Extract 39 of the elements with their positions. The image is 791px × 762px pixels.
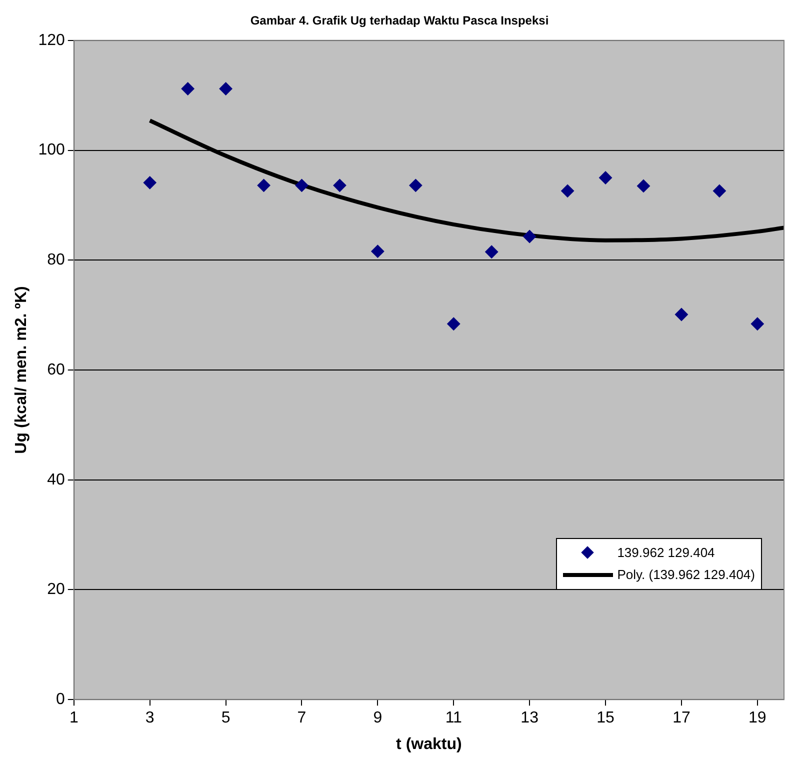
legend-label: 139.962 129.404 xyxy=(617,544,715,562)
point xyxy=(712,184,726,198)
y-tick-label: 60 xyxy=(47,361,65,378)
y-tick-label: 20 xyxy=(47,581,65,598)
point xyxy=(333,178,346,192)
point xyxy=(409,178,422,192)
x-tick-label: 17 xyxy=(672,710,690,727)
point xyxy=(523,230,536,244)
chart-title: Gambar 4. Grafik Ug terhadap Waktu Pasca Inspeksi xyxy=(250,14,549,28)
x-tick-label: 7 xyxy=(297,710,306,727)
point xyxy=(219,82,232,96)
x-tick-label: 11 xyxy=(445,710,462,727)
point xyxy=(181,82,194,96)
point xyxy=(447,317,460,330)
x-tick-label: 19 xyxy=(748,710,766,727)
point xyxy=(674,308,688,322)
x-tick-label: 9 xyxy=(373,710,382,727)
point xyxy=(599,171,612,184)
point xyxy=(637,179,650,192)
point xyxy=(257,178,270,192)
point xyxy=(371,244,384,258)
x-tick-label: 5 xyxy=(221,710,230,727)
y-tick-label: 0 xyxy=(56,691,65,708)
x-tick-label: 15 xyxy=(596,710,615,727)
y-tick-label: 100 xyxy=(38,142,65,159)
x-axis-title: t (waktu) xyxy=(396,736,462,753)
legend-label: Poly. (139.962 129.404) xyxy=(617,566,755,584)
point xyxy=(750,317,764,330)
y-tick-label: 40 xyxy=(47,471,65,488)
point xyxy=(295,178,308,192)
point xyxy=(485,245,498,258)
x-tick-label: 13 xyxy=(520,710,539,727)
y-tick-label: 80 xyxy=(47,252,65,269)
point xyxy=(561,184,574,198)
point xyxy=(143,176,156,190)
y-tick-label: 120 xyxy=(38,32,65,49)
y-axis-title: Ug (kcal/ men. m2. ºK) xyxy=(13,286,30,454)
x-tick-label: 3 xyxy=(145,710,154,727)
x-tick-label: 1 xyxy=(69,710,78,727)
